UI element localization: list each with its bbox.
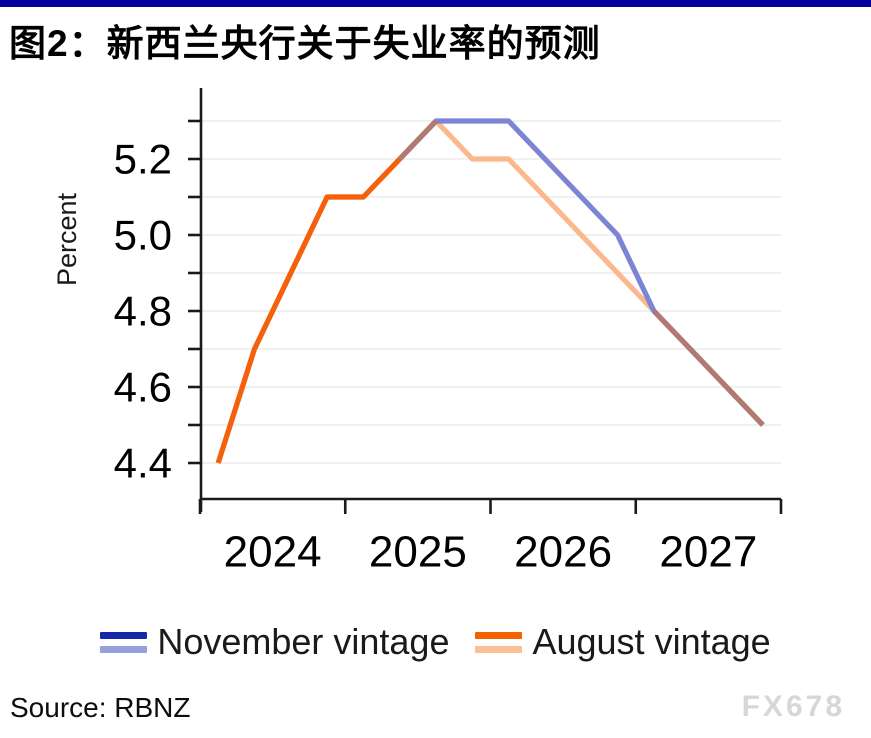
legend-item-november: November vintage [100,621,449,663]
november-line-swatch-icon [100,631,148,653]
y-tick-label: 4.8 [114,288,172,335]
x-tick-label: 2025 [369,528,467,577]
legend-label-november: November vintage [157,621,450,662]
overlap-line-segment [652,309,765,427]
overlap-line-segment [397,119,438,161]
x-tick-label: 2024 [224,528,322,577]
y-tick-label: 5.2 [114,136,172,183]
history-line-segment [215,157,402,464]
top-accent-bar [0,0,871,7]
legend-item-august: August vintage [475,621,771,663]
source-note: Source: RBNZ [10,692,191,723]
y-tick-label: 4.6 [114,364,172,411]
y-tick-label: 4.4 [114,440,172,487]
x-tick-label: 2027 [659,528,757,577]
page-title: 图2：新西兰央行关于失业率的预测 [9,23,601,64]
x-tick-label: 2026 [514,528,612,577]
august-line-swatch-icon [475,631,523,653]
watermark: FX678 [741,690,845,723]
y-tick-label: 5.0 [114,212,172,259]
series-line-august [215,118,765,464]
legend-label-august: August vintage [532,621,771,662]
legend: November vintage August vintage [0,612,871,672]
